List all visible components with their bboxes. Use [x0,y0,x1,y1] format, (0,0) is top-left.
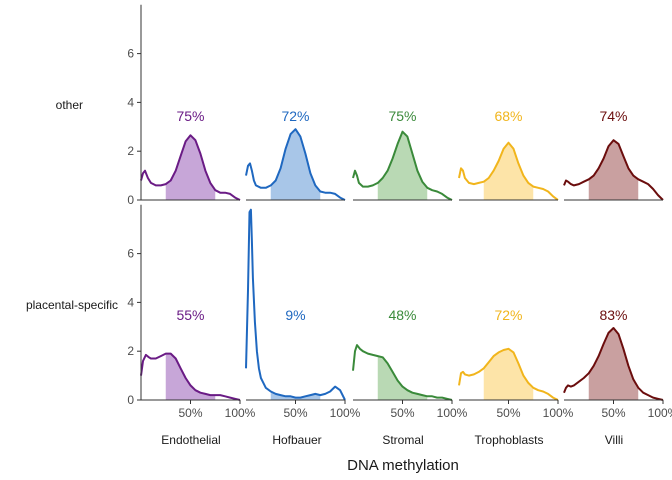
y-tick-label: 4 [127,95,134,109]
row-label-placental-specific: placental-specific [26,298,118,312]
column-label-trophoblasts: Trophoblasts [475,433,544,447]
density-curve [352,130,453,201]
panel-placental-specific-trophoblasts: 72% [458,307,559,401]
x-axis-title: DNA methylation [347,457,459,474]
density-shaded-area [270,129,321,200]
panel-placental-specific-hofbauer: 9% [245,208,346,401]
density-curve [245,128,346,201]
panel-other-hofbauer: 72% [245,108,346,201]
panel-placental-specific-stromal: 48% [352,307,453,401]
percent-label: 72% [494,307,522,323]
y-tick-label: 6 [127,47,134,61]
percent-label: 48% [388,307,416,323]
y-axes: 0 2 4 6 0 2 4 6 [127,4,142,407]
density-shaded-area [377,356,428,400]
y-tick-label: 2 [127,144,134,158]
x-tick-label: 100% [648,406,672,420]
density-curve [140,134,241,201]
density-shaded-area [165,135,216,200]
density-curve [563,327,664,401]
density-shaded-area [377,131,428,200]
percent-label: 83% [599,307,627,323]
y-tick-label: 0 [127,193,134,207]
y-tick-label: 6 [127,247,134,261]
percent-label: 68% [494,108,522,124]
y-tick-label: 4 [127,295,134,309]
density-curve [245,208,346,401]
panel-placental-specific-endothelial: 55% [140,307,241,401]
column-label-villi: Villi [605,433,623,447]
x-tick-label: 100% [225,406,256,420]
panel-other-endothelial: 75% [140,108,241,201]
density-curve [140,352,241,401]
x-tick-label: 50% [283,406,307,420]
panel-other-villi: 74% [563,108,664,201]
x-tick-label: 50% [178,406,202,420]
labels-layer: other placental-specific Endothelial Hof… [26,98,623,474]
density-shaded-area [588,140,639,200]
x-axes: 50% 100% 50% 100% 50% 100% 50% 100% 50% 100% [178,400,672,420]
y-tick-label: 2 [127,344,134,358]
x-tick-label: 100% [543,406,574,420]
density-shaded-area [270,391,321,400]
x-tick-label: 50% [496,406,520,420]
x-tick-label: 50% [390,406,414,420]
density-curve [563,139,664,201]
density-shaded-area [588,328,639,400]
column-label-stromal: Stromal [382,433,423,447]
y-tick-label: 0 [127,393,134,407]
panel-other-trophoblasts: 68% [458,108,559,201]
percent-label: 75% [388,108,416,124]
x-tick-label: 50% [601,406,625,420]
panels-layer: 75% 72% 75% 68% 74% 55% 9% 48% 72% 83% [140,108,664,401]
panel-placental-specific-villi: 83% [563,307,664,401]
density-shaded-area [165,353,216,400]
percent-label: 75% [176,108,204,124]
column-label-hofbauer: Hofbauer [272,433,321,447]
density-curve [352,344,453,401]
percent-label: 74% [599,108,627,124]
density-curve [458,347,559,401]
x-tick-label: 100% [437,406,468,420]
density-curve [458,141,559,201]
percent-label: 9% [285,307,305,323]
density-shaded-area [483,348,534,400]
row-label-other: other [56,98,83,112]
column-label-endothelial: Endothelial [161,433,220,447]
panel-other-stromal: 75% [352,108,453,201]
x-tick-label: 100% [330,406,361,420]
density-shaded-area [483,142,534,200]
percent-label: 72% [281,108,309,124]
percent-label: 55% [176,307,204,323]
